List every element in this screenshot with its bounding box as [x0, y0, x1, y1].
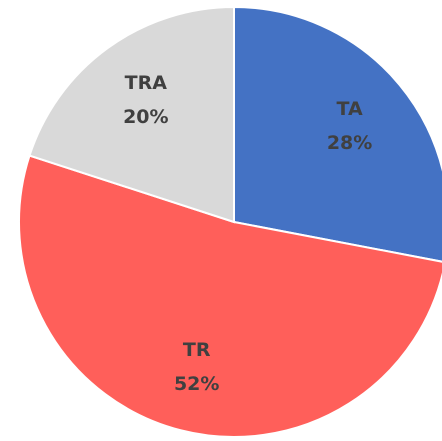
slice-category-label: TR: [183, 339, 211, 361]
slice-category-label: TRA: [125, 72, 168, 94]
pie-slice: [18, 154, 442, 438]
slice-value-label: 28%: [327, 132, 372, 154]
slice-category-label: TA: [336, 98, 362, 120]
pie-slice: [233, 5, 442, 263]
slice-value-label: 52%: [174, 373, 219, 395]
pie-slice: [28, 5, 235, 224]
slice-value-label: 20%: [123, 106, 168, 128]
